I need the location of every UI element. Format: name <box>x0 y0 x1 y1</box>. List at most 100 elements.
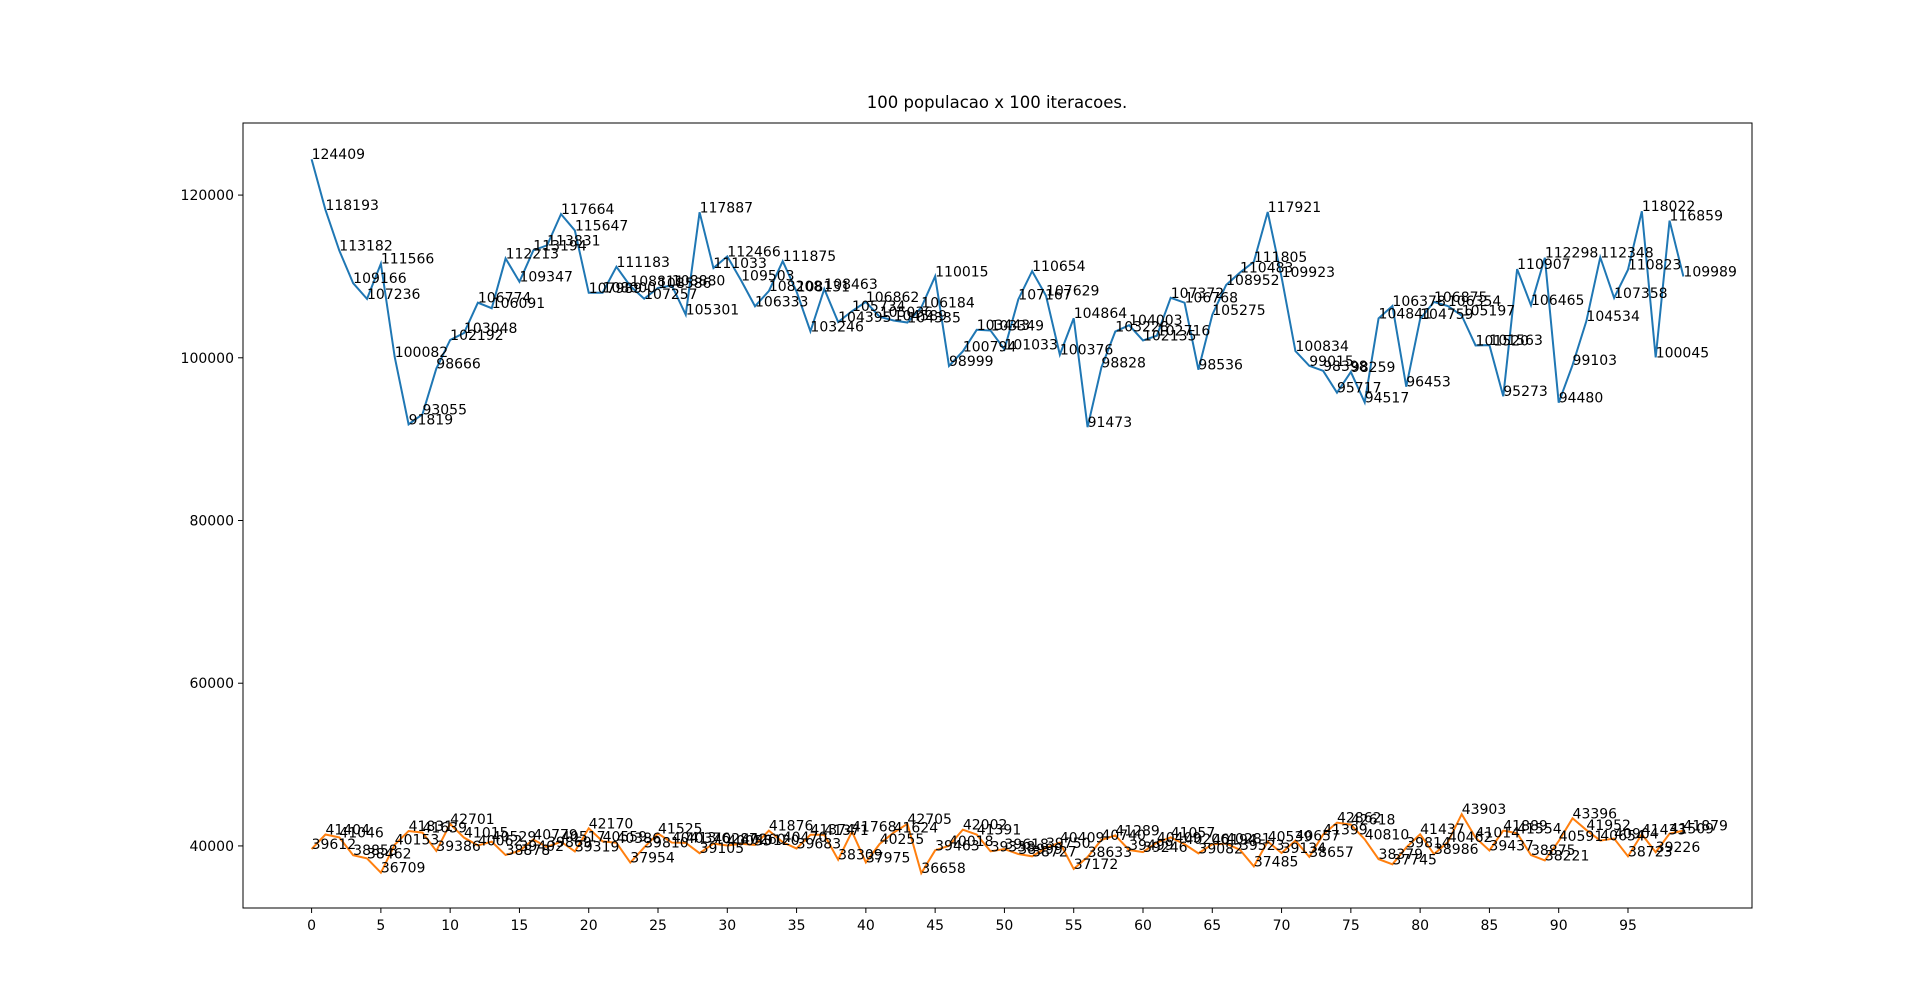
data-label: 39134 <box>1282 841 1327 857</box>
data-label: 40120 <box>755 833 800 849</box>
data-label: 40740 <box>1101 828 1146 844</box>
data-label: 100834 <box>1295 339 1349 355</box>
data-label: 91819 <box>409 412 454 428</box>
data-label: 99015 <box>1309 354 1354 370</box>
data-label: 40018 <box>949 834 994 850</box>
data-label: 40413 <box>672 831 717 847</box>
data-label: 108208 <box>769 279 822 295</box>
x-tick-label: 45 <box>926 918 944 934</box>
data-label: 40591 <box>1559 829 1604 845</box>
data-label: 41624 <box>894 821 939 837</box>
data-label: 110483 <box>1240 261 1293 277</box>
data-label: 38221 <box>1545 848 1590 864</box>
data-label: 103246 <box>810 319 864 335</box>
data-label: 41046 <box>339 825 384 841</box>
data-label: 98259 <box>1351 360 1396 376</box>
data-label: 98536 <box>1198 358 1243 374</box>
data-label: 40517 <box>561 830 606 846</box>
data-label: 99103 <box>1573 353 1618 369</box>
data-label: 38633 <box>1088 845 1133 861</box>
x-tick-label: 55 <box>1065 918 1083 934</box>
data-label: 94517 <box>1365 390 1410 406</box>
data-label: 102716 <box>1157 324 1211 340</box>
data-label: 106774 <box>478 291 532 307</box>
data-label: 104864 <box>1074 306 1128 322</box>
data-label: 109923 <box>1282 265 1335 281</box>
x-tick-label: 50 <box>996 918 1014 934</box>
data-label: 106465 <box>1531 293 1584 309</box>
data-label: 100045 <box>1656 345 1709 361</box>
data-label: 39683 <box>797 837 842 853</box>
data-label: 40062 <box>478 833 523 849</box>
data-label: 106333 <box>755 294 808 310</box>
data-label: 124409 <box>312 147 365 163</box>
data-label: 39814 <box>1406 835 1451 851</box>
x-tick-label: 30 <box>718 918 736 934</box>
data-label: 40153 <box>395 833 440 849</box>
data-label: 103228 <box>1115 320 1168 336</box>
data-label: 105197 <box>1462 304 1515 320</box>
data-label: 100376 <box>1060 343 1114 359</box>
y-tick-label: 60000 <box>189 676 234 692</box>
data-label: 104589 <box>894 308 947 324</box>
data-label: 104759 <box>1420 307 1473 323</box>
data-label: 108586 <box>658 276 712 292</box>
data-label: 40529 <box>492 830 537 846</box>
data-label: 106378 <box>1392 294 1445 310</box>
data-label: 106875 <box>1434 290 1487 306</box>
data-label: 105275 <box>1212 303 1265 319</box>
data-label: 107257 <box>644 287 697 303</box>
data-label: 104841 <box>1379 306 1432 322</box>
data-label: 41374 <box>810 823 855 839</box>
data-label: 38657 <box>1309 845 1354 861</box>
data-label: 100794 <box>963 339 1017 355</box>
data-label: 40654 <box>1600 829 1645 845</box>
data-label: 42002 <box>963 818 1008 834</box>
data-label: 40287 <box>713 832 758 848</box>
data-label: 109989 <box>1683 265 1736 281</box>
data-label: 41399 <box>1323 823 1368 839</box>
data-label: 42862 <box>1337 811 1382 827</box>
data-label: 43396 <box>1573 806 1618 822</box>
data-label: 39246 <box>1143 840 1188 856</box>
x-tick-label: 5 <box>376 918 385 934</box>
data-label: 101033 <box>1004 337 1057 353</box>
data-label: 39338 <box>991 839 1036 855</box>
data-label: 106091 <box>492 296 545 312</box>
data-label: 38858 <box>353 843 398 859</box>
data-label: 41876 <box>769 819 814 835</box>
data-label: 41889 <box>1503 819 1548 835</box>
data-label: 107236 <box>367 287 421 303</box>
data-label: 39386 <box>436 839 481 855</box>
x-tick-label: 25 <box>649 918 667 934</box>
x-tick-label: 95 <box>1619 918 1637 934</box>
x-tick-label: 75 <box>1342 918 1360 934</box>
line <box>310 812 1684 876</box>
data-label: 40194 <box>1212 832 1257 848</box>
data-label: 106354 <box>1448 294 1502 310</box>
data-label: 104534 <box>1586 309 1640 325</box>
data-label: 41404 <box>325 823 370 839</box>
data-label: 39523 <box>1240 838 1285 854</box>
data-label: 39226 <box>1656 840 1701 856</box>
data-label: 107167 <box>1018 287 1071 303</box>
data-label: 111875 <box>783 249 836 265</box>
data-label: 109166 <box>353 271 407 287</box>
data-label: 40904 <box>1614 827 1659 843</box>
data-label: 112466 <box>727 244 781 260</box>
data-label: 38986 <box>1434 842 1479 858</box>
data-label: 36709 <box>381 861 426 877</box>
data-label: 40055 <box>727 833 772 849</box>
data-label: 118193 <box>325 198 378 214</box>
data-label: 37745 <box>1392 852 1437 868</box>
data-label: 40539 <box>1268 830 1313 846</box>
data-label: 37485 <box>1254 854 1299 870</box>
data-label: 105036 <box>880 305 934 321</box>
data-label: 41952 <box>1586 818 1631 834</box>
data-label: 40409 <box>1060 831 1105 847</box>
x-tick-label: 65 <box>1203 918 1221 934</box>
data-label: 93055 <box>422 402 467 418</box>
data-label: 40810 <box>1365 827 1410 843</box>
data-label: 98828 <box>1101 355 1146 371</box>
